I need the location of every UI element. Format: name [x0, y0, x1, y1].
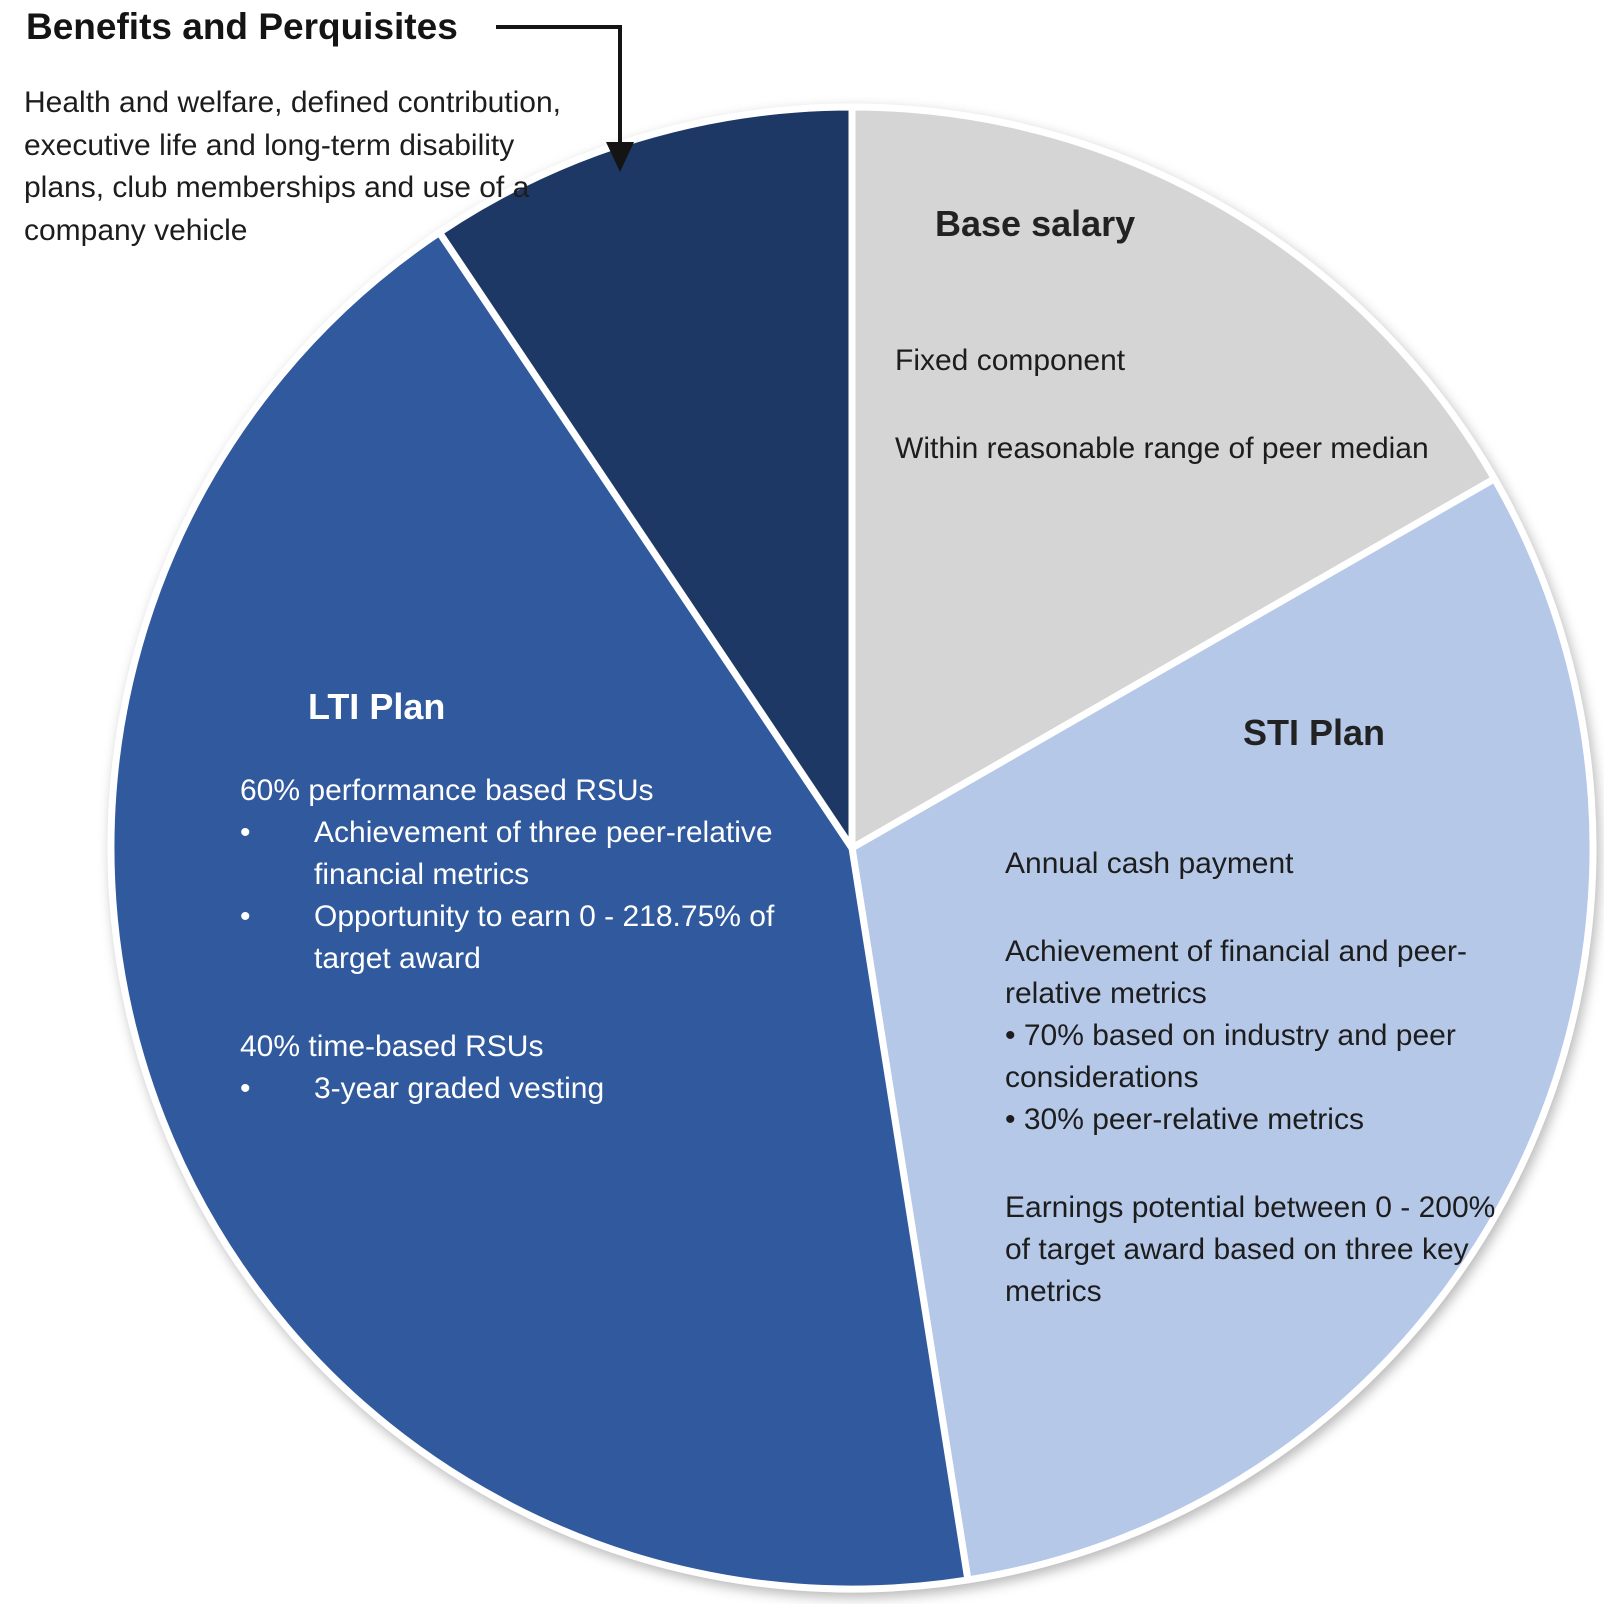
- bullet-icon: [240, 896, 314, 938]
- sti-bullet-peer-relative: 30% peer-relative metrics: [1005, 1099, 1517, 1141]
- base-salary-note-range: Within reasonable range of peer median: [895, 432, 1429, 465]
- lti-bullet-graded-vesting: 3-year graded vesting: [314, 1072, 605, 1105]
- bullet-icon: [240, 1068, 314, 1110]
- lti-plan-heading: LTI Plan: [308, 686, 446, 727]
- sti-bullet-industry-peer: 70% based on industry and peer considera…: [1005, 1015, 1517, 1099]
- sti-note-annual-cash: Annual cash payment: [1005, 847, 1294, 880]
- sti-note-achievement: Achievement of financial and peer-relati…: [1005, 935, 1467, 1010]
- lti-bullet-row: 3-year graded vesting: [240, 1068, 808, 1110]
- base-salary-notes: Fixed component Within reasonable range …: [895, 340, 1535, 470]
- arrow-head-icon: [606, 142, 634, 172]
- pie-slice-base-salary: [848, 103, 1498, 852]
- lti-bullet-row: Opportunity to earn 0 - 218.75% of targe…: [240, 896, 808, 980]
- base-salary-heading: Base salary: [935, 203, 1136, 244]
- lti-note-time-based-rsus: 40% time-based RSUs: [240, 1030, 544, 1063]
- lti-note-performance-rsus: 60% performance based RSUs: [240, 774, 654, 807]
- sti-plan-notes: Annual cash payment Achievement of finan…: [1005, 843, 1517, 1313]
- sti-note-earnings-potential: Earnings potential between 0 - 200% of t…: [1005, 1191, 1496, 1308]
- benefits-callout-title: Benefits and Perquisites: [26, 6, 458, 47]
- lti-bullet-row: Achievement of three peer-relative finan…: [240, 812, 808, 896]
- lti-bullet-opportunity: Opportunity to earn 0 - 218.75% of targe…: [314, 900, 775, 975]
- pie-slice-benefits-and-perquisites: [435, 103, 856, 852]
- bullet-icon: [240, 812, 314, 854]
- sti-plan-heading: STI Plan: [1243, 712, 1386, 753]
- lti-plan-notes: 60% performance based RSUs Achievement o…: [240, 770, 808, 1110]
- lti-bullet-financial-metrics: Achievement of three peer-relative finan…: [314, 816, 773, 891]
- benefits-callout-description: Health and welfare, defined contribution…: [24, 86, 562, 247]
- base-salary-note-fixed: Fixed component: [895, 344, 1126, 377]
- pie-slice-lti-plan: [107, 229, 972, 1593]
- benefits-annotation-arrow: [496, 25, 634, 172]
